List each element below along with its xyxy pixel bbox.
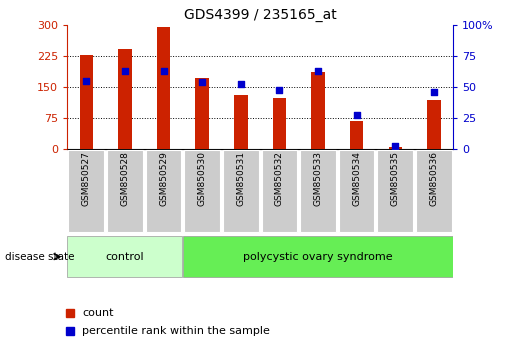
FancyBboxPatch shape [183,236,453,278]
FancyBboxPatch shape [300,150,336,232]
Point [314,68,322,74]
Point [159,68,167,74]
Point [275,88,283,93]
FancyBboxPatch shape [262,150,297,232]
Bar [118,49,132,149]
FancyBboxPatch shape [67,236,182,278]
FancyBboxPatch shape [416,150,452,232]
Point [352,113,360,118]
Text: count: count [82,308,114,318]
Bar [311,72,325,149]
Text: disease state: disease state [5,252,75,262]
Text: GSM850535: GSM850535 [391,151,400,206]
Text: polycystic ovary syndrome: polycystic ovary syndrome [243,252,393,262]
Bar [195,79,209,149]
FancyBboxPatch shape [146,150,181,232]
FancyBboxPatch shape [339,150,374,232]
Text: GSM850528: GSM850528 [121,151,129,206]
Bar [427,100,441,149]
Point [430,89,438,95]
Bar [272,98,286,149]
Text: GSM850529: GSM850529 [159,151,168,206]
Point [236,81,245,87]
Text: GSM850536: GSM850536 [430,151,438,206]
FancyBboxPatch shape [184,150,220,232]
Text: GSM850532: GSM850532 [275,151,284,206]
FancyBboxPatch shape [377,150,413,232]
Bar [157,27,170,149]
Text: control: control [106,252,144,262]
Point [121,68,129,74]
Title: GDS4399 / 235165_at: GDS4399 / 235165_at [184,8,336,22]
Point [391,143,400,149]
Text: GSM850533: GSM850533 [314,151,322,206]
Point [82,78,91,83]
Point [198,79,206,85]
Bar [388,147,402,149]
Text: percentile rank within the sample: percentile rank within the sample [82,326,270,336]
Bar [79,55,93,149]
FancyBboxPatch shape [107,150,143,232]
Text: GSM850534: GSM850534 [352,151,361,206]
FancyBboxPatch shape [68,150,104,232]
Text: GSM850527: GSM850527 [82,151,91,206]
Bar [234,95,248,149]
Bar [350,121,364,149]
Text: GSM850530: GSM850530 [198,151,207,206]
FancyBboxPatch shape [223,150,259,232]
Text: GSM850531: GSM850531 [236,151,245,206]
